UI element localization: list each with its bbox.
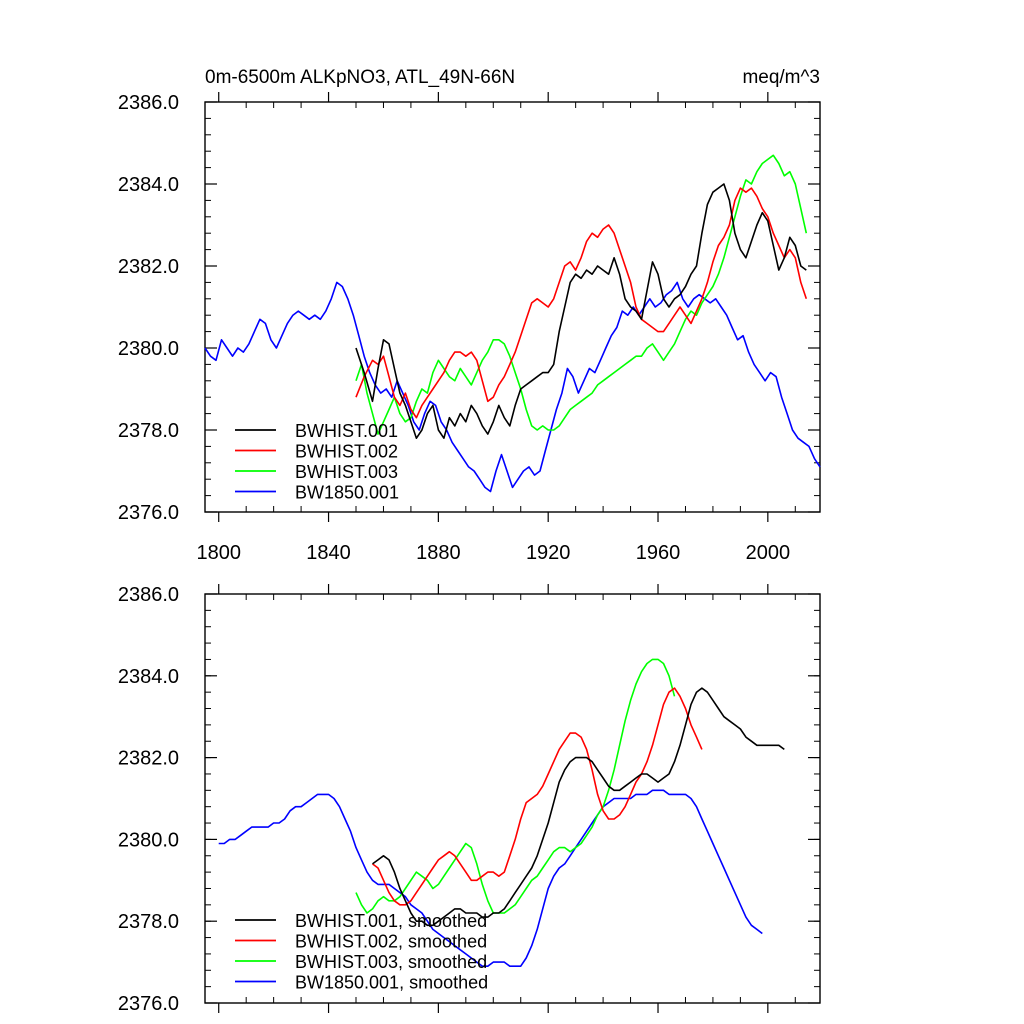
top-axes: 2376.0 2378.0 2380.0 2382.0 2384.0 2386.0 1800… xyxy=(118,92,821,564)
y-tick-label: 2378.0 xyxy=(118,420,179,442)
series-line-4 xyxy=(204,281,821,493)
y-tick-label: 2376.0 xyxy=(118,502,179,524)
series-line-4 xyxy=(218,789,763,967)
top-series xyxy=(204,154,821,493)
series-line-2 xyxy=(372,687,703,906)
y-tick-label: 2380.0 xyxy=(118,338,179,360)
series-line-1 xyxy=(355,183,807,439)
y-tick-label: 2378.0 xyxy=(118,911,179,933)
x-tick-label: 1800 xyxy=(196,542,241,564)
units-label: meq/m^3 xyxy=(742,67,820,88)
series-line-2 xyxy=(355,187,808,419)
legend-label: BWHIST.002 xyxy=(295,442,398,462)
y-tick-label: 2384.0 xyxy=(118,174,179,196)
plot-frame xyxy=(204,101,821,513)
x-tick-label: 1920 xyxy=(526,542,571,564)
series-line-1 xyxy=(372,687,785,927)
top-panel: 0m-6500m ALKpNO3, ATL_49N-66N meq/m^3 23… xyxy=(118,67,821,564)
legend-label: BWHIST.002, smoothed xyxy=(295,932,487,952)
x-tick-label: 2000 xyxy=(746,542,791,564)
x-tick-label: 1880 xyxy=(416,542,461,564)
series-line-3 xyxy=(355,658,676,914)
legend-label: BWHIST.003, smoothed xyxy=(295,952,487,972)
y-tick-label: 2382.0 xyxy=(118,256,179,278)
legend-label: BWHIST.003 xyxy=(295,462,398,482)
x-tick-label: 1840 xyxy=(306,542,351,564)
legend-label: BW1850.001 xyxy=(295,483,399,503)
y-tick-label: 2382.0 xyxy=(118,748,179,770)
legend-label: BWHIST.001, smoothed xyxy=(295,911,487,931)
y-tick-label: 2386.0 xyxy=(118,92,179,114)
y-tick-label: 2386.0 xyxy=(118,584,179,606)
legend-label: BWHIST.001 xyxy=(295,421,398,441)
plot-frame xyxy=(204,593,821,1004)
x-tick-label: 1960 xyxy=(636,542,681,564)
legend-label: BW1850.001, smoothed xyxy=(295,973,488,993)
y-tick-label: 2376.0 xyxy=(118,993,179,1015)
panel-title: 0m-6500m ALKpNO3, ATL_49N-66N xyxy=(205,67,515,88)
y-tick-label: 2384.0 xyxy=(118,666,179,688)
bottom-panel: 2376.0 2378.0 2380.0 2382.0 2384.0 2386.0 BWH… xyxy=(118,584,821,1015)
bottom-axes: 2376.0 2378.0 2380.0 2382.0 2384.0 2386.0 xyxy=(118,584,821,1015)
bottom-series xyxy=(218,658,785,967)
y-tick-label: 2380.0 xyxy=(118,829,179,851)
series-line-3 xyxy=(355,154,808,435)
